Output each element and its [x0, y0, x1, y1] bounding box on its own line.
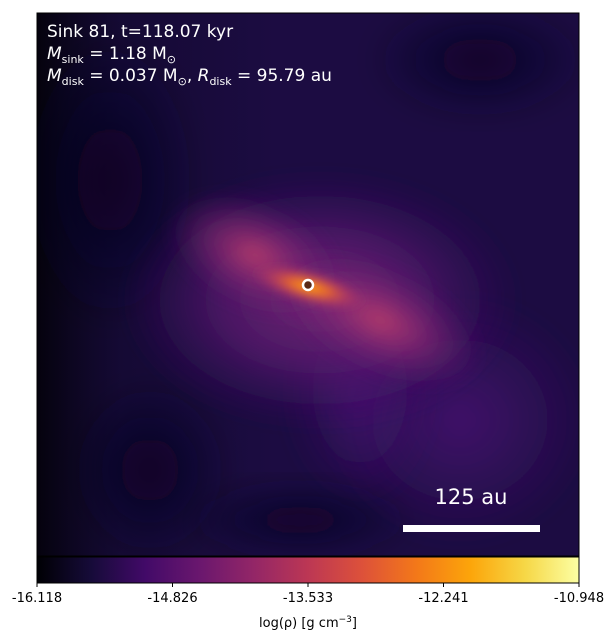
- colorbar-tick-label: -14.826: [147, 591, 197, 606]
- scale-bar-label: 125 au: [435, 485, 508, 509]
- colorbar-label: log(ρ) [g cm−3]: [259, 615, 357, 631]
- sink-marker: [301, 278, 315, 292]
- colorbar-tick-label: -13.533: [283, 591, 333, 606]
- density-map: Sink 81, t=118.07 kyr Msink = 1.18 M⊙ Md…: [37, 13, 579, 556]
- scale-bar: [403, 525, 540, 532]
- colorbar-tick-label: -16.118: [12, 591, 62, 606]
- colorbar-ticks: -16.118 -14.826 -13.533 -12.241 -10.948: [12, 583, 604, 606]
- colorbar-tick-label: -12.241: [418, 591, 468, 606]
- map-frame: [36, 12, 580, 557]
- map-dark-lobe-topright: [370, 13, 579, 120]
- annotation-line2: Msink = 1.18 M⊙: [47, 44, 176, 66]
- colorbar: -16.118 -14.826 -13.533 -12.241 -10.948 log(…: [12, 556, 604, 631]
- annotation-line3: Mdisk = 0.037 M⊙, Rdisk = 95.79 au: [47, 66, 332, 88]
- colorbar-gradient: [36, 556, 580, 584]
- annotation-line1: Sink 81, t=118.07 kyr: [47, 22, 233, 42]
- colorbar-tick-label: -10.948: [554, 591, 604, 606]
